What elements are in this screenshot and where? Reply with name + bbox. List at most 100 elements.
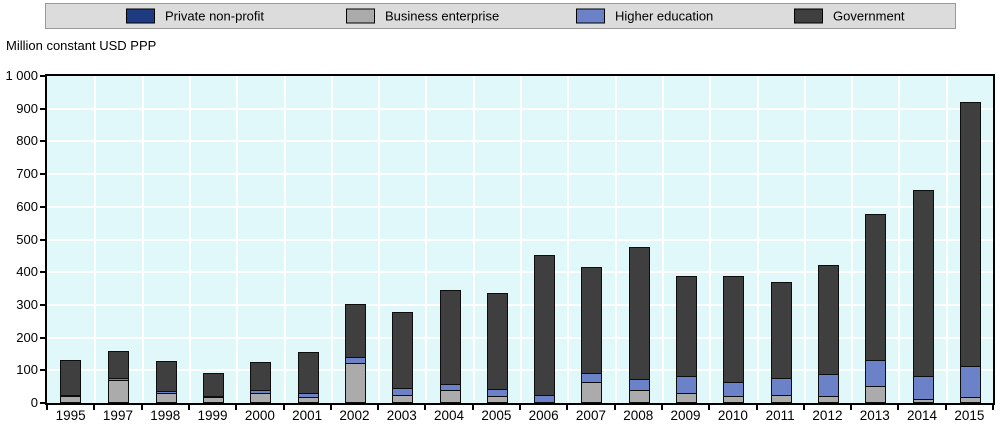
bar-segment-business-enterprise [817,396,839,403]
y-tick-mark [40,173,45,176]
x-tick-label: 2007 [575,408,606,423]
bar-column [851,76,898,403]
bar-segment-business-enterprise [865,386,887,403]
x-tick-label: 1997 [102,408,133,423]
y-tick-label: 100 [16,362,38,378]
stacked-bar-2015 [959,102,981,403]
bar-segment-business-enterprise [628,390,650,403]
bar-segment-business-enterprise [676,393,698,403]
legend-item: Higher education [576,8,713,24]
bar-column [614,76,662,403]
x-tick-mark [471,405,474,410]
bar-segment-government [108,351,130,379]
bar-column [661,76,709,403]
bar-segment-higher-education [770,377,792,397]
y-tick-label: 900 [16,100,38,116]
x-tick-label: 2011 [765,408,795,423]
stacked-bar-2009 [676,276,698,403]
y-tick-mark [40,205,45,208]
bar-column [425,76,472,403]
x-tick-mark [944,405,947,410]
legend-label: Private non-profit [165,8,264,24]
bar-column [709,76,756,403]
bar-segment-higher-education [912,375,934,401]
bar-segment-government [817,265,839,375]
bar-segment-government [297,352,319,394]
bar-column [47,76,94,403]
bar-segment-business-enterprise [392,395,414,403]
x-tick-label: 2014 [907,408,938,423]
y-axis-caption: Million constant USD PPP [6,38,157,53]
x-tick-mark [46,405,48,410]
stacked-bar-2008 [628,247,650,403]
y-tick-mark [40,75,45,77]
bar-column [898,76,945,403]
x-tick-mark [329,405,332,410]
bar-segment-business-enterprise [912,399,934,403]
bar-column [945,76,993,403]
bar-segment-government [486,293,508,390]
bar-column [520,76,567,403]
legend: Private non-profit Business enterprise Hig… [45,3,956,29]
bar-segment-higher-education [817,373,839,398]
bar-segment-government [628,247,650,380]
x-tick-label: 2009 [670,408,701,423]
bar-segment-government [770,282,792,379]
y-tick-mark [40,271,45,274]
stacked-bar-1997 [108,351,130,403]
x-tick-label: 2012 [812,408,843,423]
x-tick-mark [140,405,143,410]
x-tick-mark [708,405,711,410]
legend-label: Government [833,8,905,24]
bar-column [141,76,189,403]
bar-column [803,76,851,403]
bar-segment-higher-education [865,359,887,388]
legend-swatch-icon [576,8,605,24]
bar-column [283,76,331,403]
bar-segment-business-enterprise [108,380,130,403]
bar-segment-government [723,276,745,383]
bar-segment-business-enterprise [959,397,981,403]
bar-segment-higher-education [959,365,981,399]
stacked-bar-1995 [60,360,82,403]
x-tick-label: 2010 [717,408,748,423]
stacked-bar-2014 [912,190,934,403]
x-tick-label: 2000 [244,408,275,423]
stacked-bar-1999 [203,373,225,403]
bar-segment-business-enterprise [439,390,461,403]
y-tick-label: 600 [16,198,38,214]
x-tick-mark [992,405,994,410]
bar-column [472,76,520,403]
x-tick-label: 2005 [481,408,512,423]
x-tick-mark [660,405,663,410]
x-tick-label: 2003 [386,408,417,423]
bar-column [567,76,614,403]
y-tick-mark [40,107,45,110]
bar-column [378,76,425,403]
x-tick-label: 2015 [954,408,985,423]
x-tick-label: 2013 [859,408,890,423]
stacked-bar-1998 [155,361,177,403]
bar-segment-government [60,360,82,396]
stacked-bar-2007 [581,267,603,403]
bar-segment-business-enterprise [344,363,366,403]
x-tick-label: 2006 [528,408,559,423]
bar-segment-government [203,373,225,397]
stacked-bar-2000 [250,362,272,403]
x-tick-mark [802,405,805,410]
x-tick-label: 2002 [339,408,370,423]
stacked-bar-2011 [770,282,792,403]
x-tick-label: 1995 [55,408,86,423]
y-tick-mark [40,238,45,241]
legend-item: Government [794,8,905,24]
y-tick-label: 300 [16,296,38,312]
bar-segment-business-enterprise [297,397,319,403]
y-tick-label: 0 [30,395,38,410]
legend-swatch-icon [346,8,375,24]
bar-segment-business-enterprise [770,395,792,403]
x-tick-mark [424,405,427,410]
x-tick-mark [897,405,900,410]
bar-segment-government [676,276,698,377]
stacked-bar-2013 [865,214,887,403]
x-tick-mark [755,405,758,410]
